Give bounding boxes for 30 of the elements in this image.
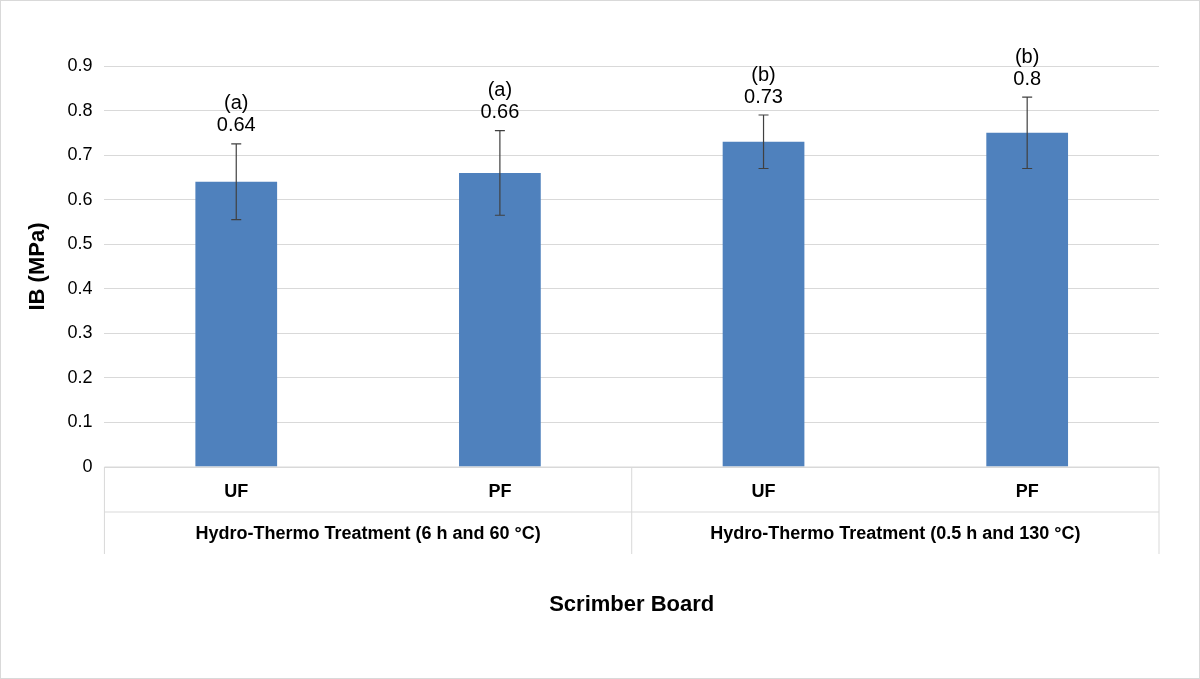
y-tick-label: 0.5: [67, 233, 93, 254]
annotation: (a): [487, 78, 513, 101]
y-tick-label: 0.2: [67, 366, 93, 387]
bar: [986, 132, 1069, 467]
x-tick-label: UF: [224, 480, 249, 501]
x-tick-label: PF: [1015, 480, 1039, 501]
x-tick-label: UF: [751, 480, 776, 501]
data-label: 0.64: [216, 113, 256, 136]
y-tick-label: 0.9: [67, 54, 93, 75]
y-tick-label: 0.1: [67, 411, 93, 432]
bar: [459, 172, 541, 467]
bar: [722, 141, 805, 467]
y-tick-label: 0: [82, 455, 93, 476]
y-tick-label: 0.8: [67, 99, 93, 120]
x-tick-label: PF: [488, 480, 512, 501]
y-tick-label: 0.6: [67, 188, 93, 209]
data-label: 0.66: [480, 100, 520, 123]
y-tick-label: 0.7: [67, 144, 93, 165]
data-label: 0.73: [744, 84, 783, 107]
text: Hydro-Thermo Treatment (0.5 h and 130 °C): [710, 522, 1081, 543]
annotation: (a): [224, 91, 249, 114]
text: Hydro-Thermo Treatment (6 h and 60 °C): [195, 522, 541, 543]
bar: [195, 181, 278, 467]
y-tick-label: 0.3: [67, 322, 93, 343]
annotation: (b): [751, 62, 776, 85]
annotation: (b): [1014, 44, 1040, 67]
y-tick-label: 0.4: [67, 277, 93, 298]
data-label: 0.8: [1013, 66, 1042, 89]
y-axis-title: IB (MPa): [24, 222, 50, 311]
x-axis-title: Scrimber Board: [549, 590, 715, 616]
